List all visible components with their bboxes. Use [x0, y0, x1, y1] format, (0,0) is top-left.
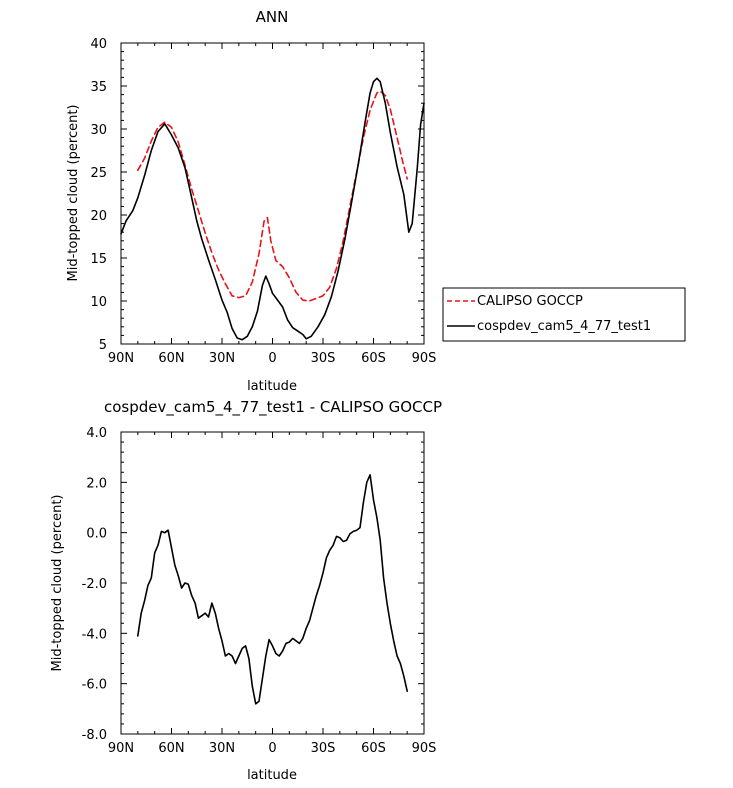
top-chart-xtick-label: 60N [158, 351, 184, 366]
top-chart-ytick-label: 10 [90, 295, 107, 310]
top-chart-ytick-label: 20 [90, 209, 107, 224]
bottom-chart-plot-frame [120, 431, 425, 735]
top-chart-series [120, 77, 425, 341]
bottom-chart-ytick-label: -6.0 [82, 678, 107, 693]
top-chart-ytick-label: 30 [90, 123, 107, 138]
top-chart-ytick-label: 15 [90, 252, 107, 267]
top-chart-series-line-2 [120, 77, 425, 341]
bottom-chart-ticks: 90N 60N 30N 0 30S 60S 90S -8.0 -6.0 -4.0 -2.0 0.0 2.… [82, 426, 437, 756]
bottom-chart-xlabel: latitude [247, 768, 297, 783]
bottom-chart-ytick-label: 2.0 [86, 476, 107, 491]
bottom-chart: cospdev_cam5_4_77_test1 - CALIPSO GOCCP … [50, 398, 442, 783]
top-chart-ytick-label: 25 [90, 166, 107, 181]
bottom-chart-series [137, 474, 408, 705]
bottom-chart-series-line-1 [137, 474, 408, 705]
bottom-chart-title: cospdev_cam5_4_77_test1 - CALIPSO GOCCP [104, 398, 442, 417]
top-chart-xlabel: latitude [247, 379, 297, 394]
bottom-chart-xtick-label: 60S [361, 741, 386, 756]
bottom-chart-xtick-label: 90N [108, 741, 134, 756]
legend-label-calipso: CALIPSO GOCCP [477, 294, 583, 309]
top-chart-xtick-label: 90N [108, 351, 134, 366]
bottom-chart-xtick-label: 0 [268, 741, 276, 756]
bottom-chart-ytick-label: -8.0 [82, 728, 107, 743]
legend-box [442, 287, 686, 342]
top-chart: ANN 90N 60N 30N 0 30S 60S 90S 5 10 15 20 25 30 35 40 l… [66, 8, 436, 394]
top-chart-series-line-1 [137, 90, 408, 302]
top-chart-xtick-label: 30N [209, 351, 235, 366]
bottom-chart-xtick-label: 60N [158, 741, 184, 756]
bottom-chart-xtick-label: 30S [311, 741, 336, 756]
top-chart-ytick-label: 35 [90, 80, 107, 95]
top-chart-xtick-label: 30S [311, 351, 336, 366]
legend: CALIPSO GOCCP cospdev_cam5_4_77_test1 [442, 287, 686, 342]
bottom-chart-ytick-label: -2.0 [82, 577, 107, 592]
bottom-chart-xtick-label: 30N [209, 741, 235, 756]
bottom-chart-ytick-label: 0.0 [86, 527, 107, 542]
top-chart-ytick-label: 40 [90, 37, 107, 52]
top-chart-ticks: 90N 60N 30N 0 30S 60S 90S 5 10 15 20 25 30 35 40 [90, 37, 436, 366]
top-chart-ylabel: Mid-topped cloud (percent) [66, 105, 81, 282]
bottom-chart-ytick-label: 4.0 [86, 426, 107, 441]
top-chart-xtick-label: 0 [268, 351, 276, 366]
top-chart-ytick-label: 5 [99, 338, 107, 353]
top-chart-plot-frame [120, 42, 425, 345]
top-chart-title: ANN [256, 8, 289, 26]
top-chart-xtick-label: 90S [412, 351, 437, 366]
bottom-chart-ylabel: Mid-topped cloud (percent) [50, 495, 65, 672]
legend-label-cospdev: cospdev_cam5_4_77_test1 [477, 319, 651, 334]
bottom-chart-ytick-label: -4.0 [82, 627, 107, 642]
top-chart-xtick-label: 60S [361, 351, 386, 366]
bottom-chart-xtick-label: 90S [412, 741, 437, 756]
